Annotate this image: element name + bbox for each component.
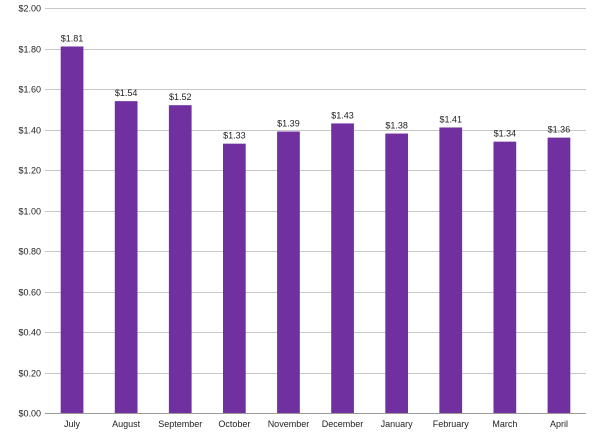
data-label: $1.43 bbox=[331, 110, 354, 120]
x-category-label: July bbox=[64, 419, 81, 429]
bar-october bbox=[222, 143, 246, 414]
bar-april bbox=[547, 137, 571, 413]
y-axis-tick-labels: $0.00 $0.20 $0.40 $0.60 $0.80 $1.00 $1.20 $1.40… bbox=[18, 4, 41, 419]
data-label: $1.41 bbox=[439, 114, 462, 124]
x-category-label: October bbox=[218, 419, 250, 429]
data-label: $1.36 bbox=[548, 125, 571, 135]
data-labels: $1.81 $1.54 $1.52 $1.33 $1.39 $1.43 $1.38 $1.41… bbox=[61, 33, 570, 140]
data-label: $1.81 bbox=[61, 33, 84, 43]
x-axis-category-labels: July August September October November Decemb… bbox=[64, 419, 568, 429]
y-tick-label: $0.00 bbox=[18, 409, 41, 419]
bars bbox=[60, 46, 571, 414]
bar-september bbox=[168, 105, 192, 413]
bar-february bbox=[439, 127, 463, 413]
y-tick-label: $1.20 bbox=[18, 166, 41, 176]
data-label: $1.33 bbox=[223, 131, 246, 141]
bar-july bbox=[60, 46, 84, 413]
x-category-label: November bbox=[268, 419, 310, 429]
x-category-label: January bbox=[381, 419, 414, 429]
x-category-label: March bbox=[492, 419, 517, 429]
bar-january bbox=[385, 133, 409, 414]
y-tick-label: $0.20 bbox=[18, 369, 41, 379]
y-tick-label: $0.80 bbox=[18, 247, 41, 257]
x-category-label: February bbox=[433, 419, 470, 429]
y-tick-label: $1.00 bbox=[18, 207, 41, 217]
x-category-label: April bbox=[550, 419, 568, 429]
bar-august bbox=[114, 101, 138, 414]
data-label: $1.52 bbox=[169, 92, 192, 102]
y-tick-label: $1.60 bbox=[18, 85, 41, 95]
data-label: $1.54 bbox=[115, 88, 138, 98]
y-tick-label: $2.00 bbox=[18, 4, 41, 14]
x-category-label: September bbox=[158, 419, 202, 429]
y-tick-label: $0.40 bbox=[18, 328, 41, 338]
y-tick-label: $0.60 bbox=[18, 288, 41, 298]
data-label: $1.39 bbox=[277, 119, 300, 129]
bar-december bbox=[331, 123, 354, 414]
x-category-label: August bbox=[112, 419, 141, 429]
data-label: $1.34 bbox=[494, 129, 517, 139]
y-tick-label: $1.80 bbox=[18, 45, 41, 55]
x-category-label: December bbox=[322, 419, 364, 429]
data-label: $1.38 bbox=[385, 121, 408, 131]
bar-november bbox=[277, 131, 300, 413]
bar-march bbox=[493, 141, 517, 413]
y-tick-label: $1.40 bbox=[18, 126, 41, 136]
